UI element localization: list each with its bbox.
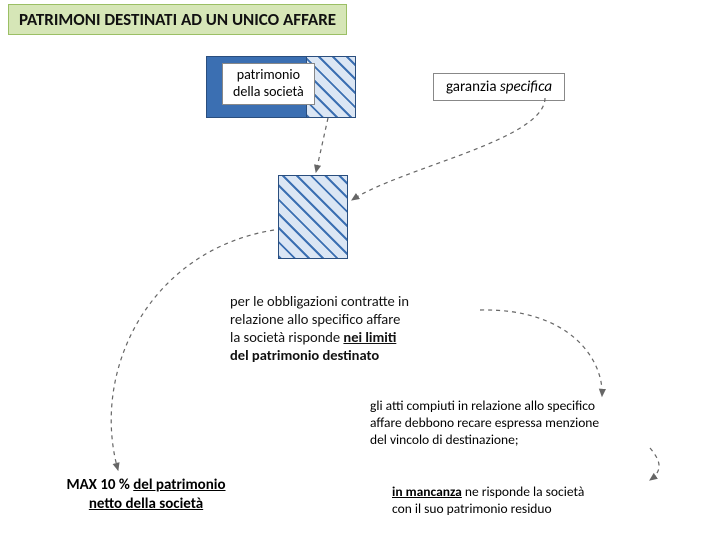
- garanzia-emphasis: specifica: [500, 78, 552, 96]
- mancanza-l1a: in mancanza: [392, 483, 462, 500]
- patrimonio-line2: della società: [233, 83, 304, 100]
- mid-l1: per le obbligazioni contratte in: [230, 292, 409, 310]
- dashed-arrow: [352, 98, 545, 200]
- mancanza-l1b: ne risponde la società: [462, 483, 584, 500]
- max-l1a: MAX 10 %: [66, 476, 133, 494]
- garanzia-prefix: garanzia: [446, 78, 500, 96]
- max-percent-text: MAX 10 % del patrimonio netto della soci…: [36, 476, 256, 514]
- diagram-title: PATRIMONI DESTINATI AD UN UNICO AFFARE: [8, 4, 347, 35]
- mid-l2: relazione allo specifico affare: [230, 310, 400, 328]
- mid-l3b: nei limiti: [343, 328, 396, 346]
- atti-l3: del vincolo di destinazione;: [370, 431, 518, 448]
- atti-text: gli atti compiuti in relazione allo spec…: [370, 398, 700, 449]
- max-l2: netto della società: [89, 495, 203, 513]
- diagram-stage: PATRIMONI DESTINATI AD UN UNICO AFFARE p…: [0, 0, 720, 540]
- mid-l4: del patrimonio destinato: [230, 346, 379, 364]
- patrimonio-line1: patrimonio: [237, 66, 300, 83]
- atti-l2a: affare: [370, 414, 405, 431]
- garanzia-label: garanzia specifica: [433, 73, 565, 101]
- patrimonio-label: patrimonio della società: [222, 63, 315, 105]
- obbligazioni-text: per le obbligazioni contratte in relazio…: [230, 292, 510, 365]
- mancanza-text: in mancanza ne risponde la società con i…: [392, 484, 697, 518]
- dashed-arrow: [650, 448, 659, 480]
- mid-l3a: la società risponde: [230, 328, 343, 346]
- atti-l1: gli atti compiuti in relazione allo spec…: [370, 397, 595, 414]
- mancanza-l2: con il suo patrimonio residuo: [392, 500, 552, 517]
- atti-l2b: debbono recare espressa menzione: [405, 414, 599, 431]
- arrows-layer: [0, 0, 720, 540]
- dashed-arrow: [316, 118, 328, 172]
- max-l1b: del patrimonio: [133, 476, 225, 494]
- hatched-box-large: [278, 175, 348, 259]
